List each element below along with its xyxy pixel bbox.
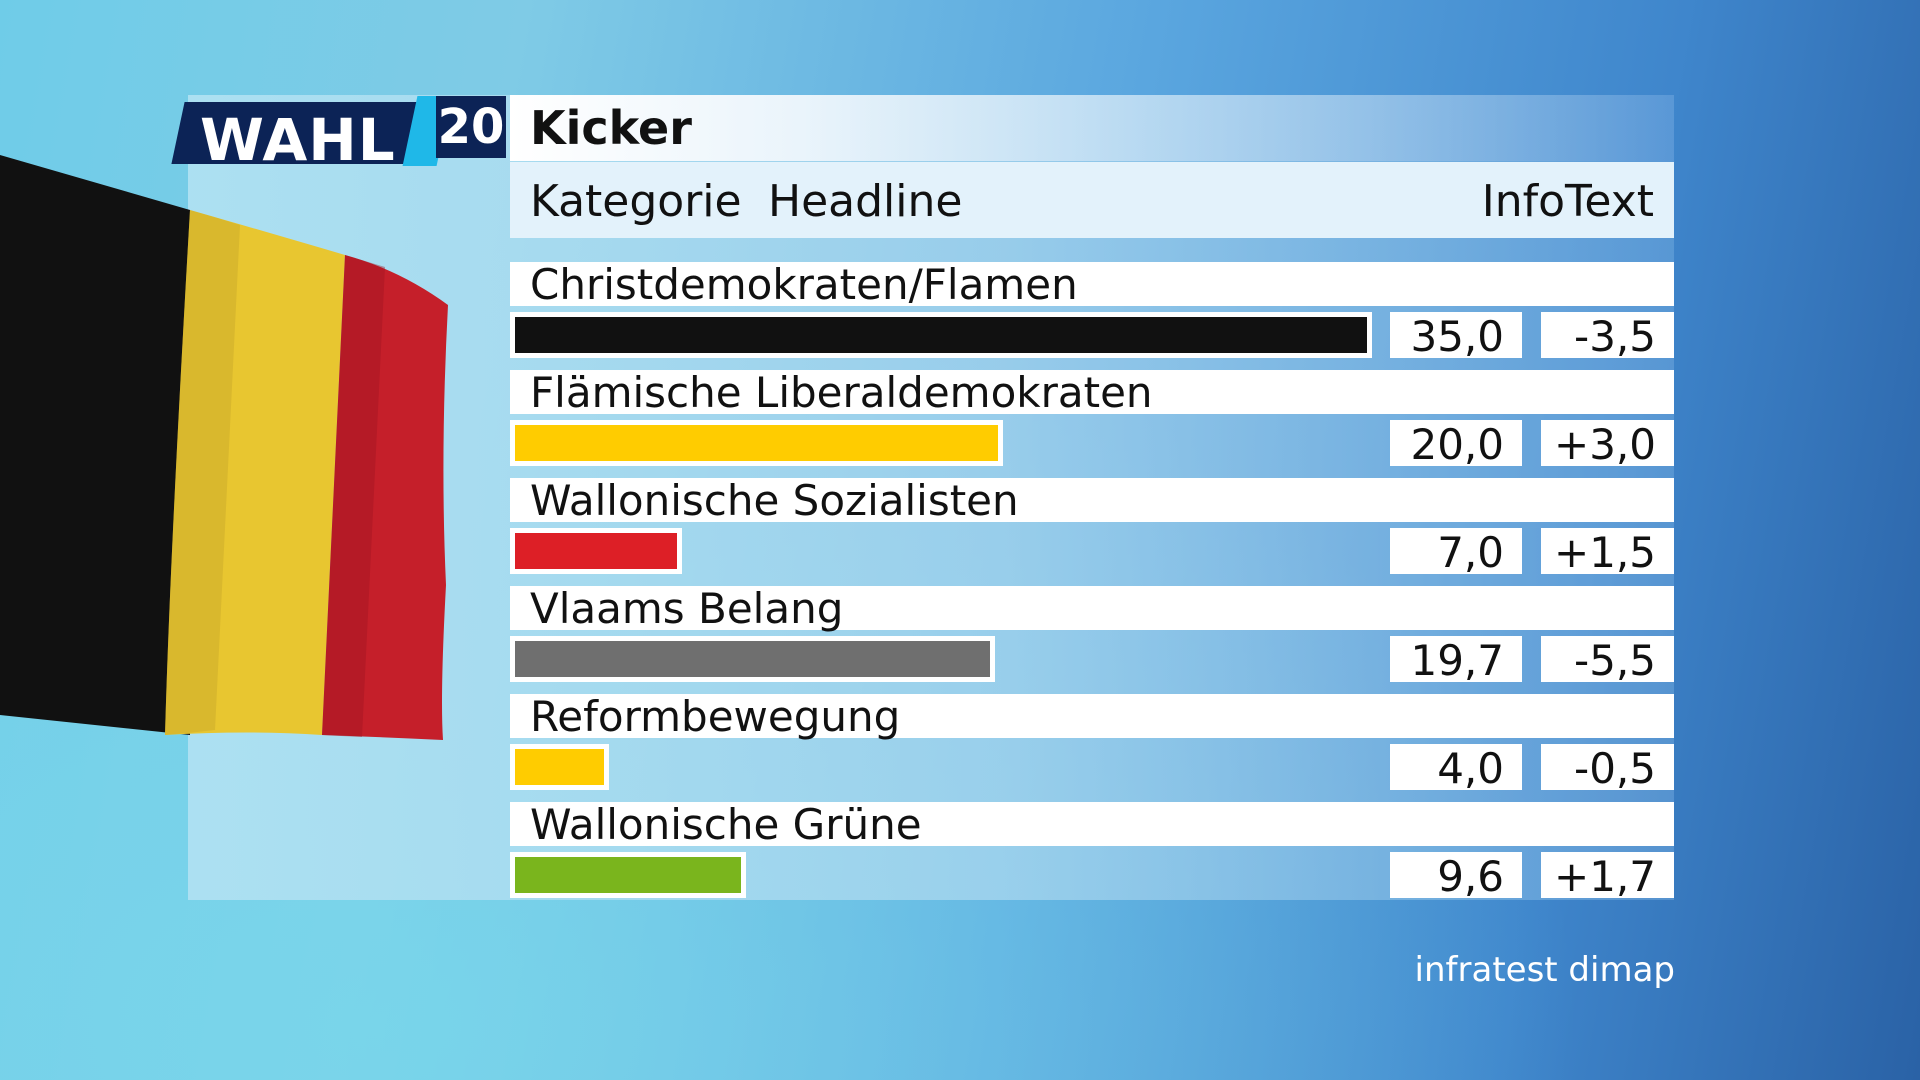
party-label: Christdemokraten/Flamen — [530, 260, 1078, 309]
change-label: +3,0 — [1541, 420, 1674, 469]
bar-1 — [510, 312, 1372, 358]
change-label: -0,5 — [1541, 744, 1674, 793]
belgium-flag-icon — [0, 155, 448, 740]
value-label: 9,6 — [1390, 852, 1522, 901]
value-label: 20,0 — [1390, 420, 1522, 469]
source-label: infratest dimap — [1414, 950, 1675, 990]
bar-fill — [515, 317, 1367, 353]
wahl-logo: WAHL 20 — [171, 96, 508, 174]
title-band: Kicker — [510, 95, 1674, 161]
logo-wahl-text: WAHL — [200, 106, 396, 174]
value-label: 7,0 — [1390, 528, 1522, 577]
category-label: Kategorie — [530, 176, 742, 227]
party-label: Flämische Liberaldemokraten — [530, 368, 1153, 417]
party-label: Wallonische Sozialisten — [530, 476, 1019, 525]
subheader-band: Kategorie Headline InfoText — [510, 162, 1674, 238]
party-label-band: Reformbewegung — [510, 692, 1674, 741]
infotext-label: InfoText — [1481, 176, 1654, 227]
chart-title: Kicker — [530, 101, 692, 155]
bar-3 — [510, 528, 683, 574]
change-label: -3,5 — [1541, 312, 1674, 361]
bar-4 — [510, 636, 996, 682]
bar-2 — [510, 420, 1003, 466]
change-label: +1,5 — [1541, 528, 1674, 577]
party-label-band: Christdemokraten/Flamen — [510, 260, 1674, 309]
bar-fill — [515, 533, 678, 569]
party-label-band: Vlaams Belang — [510, 584, 1674, 633]
party-label-band: Wallonische Sozialisten — [510, 476, 1674, 525]
party-label: Wallonische Grüne — [530, 800, 922, 849]
change-label: +1,7 — [1541, 852, 1674, 901]
logo-number: 20 — [436, 96, 506, 158]
bar-fill — [515, 425, 998, 461]
bar-fill — [515, 641, 991, 677]
party-label: Vlaams Belang — [530, 584, 844, 633]
headline-label: Headline — [768, 176, 963, 227]
change-label: -5,5 — [1541, 636, 1674, 685]
party-label: Reformbewegung — [530, 692, 901, 741]
bar-5 — [510, 744, 609, 790]
value-label: 4,0 — [1390, 744, 1522, 793]
party-label-band: Flämische Liberaldemokraten — [510, 368, 1674, 417]
value-label: 19,7 — [1390, 636, 1522, 685]
value-label: 35,0 — [1390, 312, 1522, 361]
bar-fill — [515, 857, 742, 893]
bar-fill — [515, 749, 604, 785]
bar-6 — [510, 852, 747, 898]
party-label-band: Wallonische Grüne — [510, 800, 1674, 849]
